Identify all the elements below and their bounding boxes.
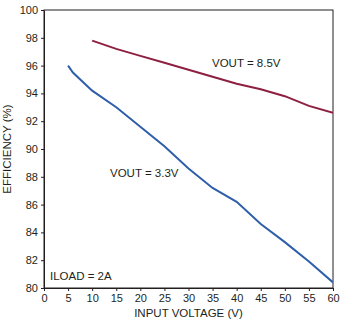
y-tick-label: 84 <box>26 226 38 238</box>
x-tick-mark <box>164 288 165 291</box>
x-tick-label: 45 <box>255 292 267 304</box>
y-tick: 86 <box>26 199 44 211</box>
annotation: ILOAD = 2A <box>50 270 112 282</box>
y-tick-mark <box>41 10 44 11</box>
x-tick: 20 <box>135 288 147 304</box>
x-tick-label: 10 <box>87 292 99 304</box>
x-tick-mark <box>213 288 214 291</box>
x-axis-title: INPUT VOLTAGE (V) <box>134 307 243 319</box>
y-tick-mark <box>41 66 44 67</box>
x-tick-mark <box>261 288 262 291</box>
x-tick: 0 <box>41 288 47 304</box>
x-tick-mark <box>68 288 69 291</box>
y-tick-label: 96 <box>26 60 38 72</box>
x-tick: 10 <box>87 288 99 304</box>
x-axis: 0 5 10 15 20 25 30 35 40 45 50 55 60 <box>41 288 339 304</box>
x-tick-mark <box>237 288 238 291</box>
y-tick-label: 94 <box>26 87 38 99</box>
x-tick: 40 <box>231 288 243 304</box>
y-tick: 98 <box>26 32 44 44</box>
x-tick-label: 55 <box>303 292 315 304</box>
x-tick-label: 35 <box>207 292 219 304</box>
x-tick: 60 <box>327 288 339 304</box>
y-axis-title: EFFICIENCY (%) <box>1 104 13 193</box>
y-tick-label: 82 <box>26 254 38 266</box>
y-tick: 82 <box>26 254 44 266</box>
y-tick-mark <box>41 232 44 233</box>
x-tick: 35 <box>207 288 219 304</box>
y-tick-label: 86 <box>26 199 38 211</box>
y-axis-line <box>44 11 45 289</box>
x-tick-mark <box>116 288 117 291</box>
x-tick-mark <box>309 288 310 291</box>
y-tick-mark <box>41 149 44 150</box>
x-tick-label: 0 <box>41 292 47 304</box>
series-line <box>68 66 333 283</box>
series-label: VOUT = 8.5V <box>212 57 281 69</box>
y-tick-mark <box>41 205 44 206</box>
x-tick: 15 <box>111 288 123 304</box>
y-tick-label: 100 <box>20 4 38 16</box>
series-label: VOUT = 3.3V <box>110 167 179 179</box>
y-tick-mark <box>41 288 44 289</box>
chart: 0 5 10 15 20 25 30 35 40 45 50 55 60 80 82 84 86 88 90 92 94… <box>0 0 345 320</box>
y-tick: 88 <box>26 171 44 183</box>
y-tick: 92 <box>26 115 44 127</box>
y-tick: 96 <box>26 60 44 72</box>
plot-area <box>68 41 333 283</box>
y-tick-mark <box>41 260 44 261</box>
x-tick-label: 15 <box>111 292 123 304</box>
x-tick-mark <box>189 288 190 291</box>
y-tick: 80 <box>26 282 44 294</box>
y-tick-mark <box>41 121 44 122</box>
x-tick-label: 30 <box>183 292 195 304</box>
y-tick-label: 88 <box>26 171 38 183</box>
x-tick-label: 40 <box>231 292 243 304</box>
x-tick-label: 60 <box>327 292 339 304</box>
y-tick-mark <box>41 38 44 39</box>
x-tick-mark <box>285 288 286 291</box>
y-tick: 100 <box>20 4 44 16</box>
y-tick: 94 <box>26 87 44 99</box>
x-tick-mark <box>140 288 141 291</box>
y-tick-label: 98 <box>26 32 38 44</box>
x-tick-label: 20 <box>135 292 147 304</box>
x-tick: 25 <box>159 288 171 304</box>
y-tick-label: 92 <box>26 115 38 127</box>
x-tick-label: 5 <box>66 292 72 304</box>
y-tick-label: 80 <box>26 282 38 294</box>
series-line <box>92 41 333 113</box>
y-tick-label: 90 <box>26 143 38 155</box>
y-tick-mark <box>41 93 44 94</box>
x-tick: 30 <box>183 288 195 304</box>
x-tick: 45 <box>255 288 267 304</box>
x-tick: 55 <box>303 288 315 304</box>
y-axis: 80 82 84 86 88 90 92 94 96 98 100 <box>20 4 45 294</box>
y-tick-mark <box>41 177 44 178</box>
x-tick-mark <box>333 288 334 291</box>
x-tick: 5 <box>66 288 72 304</box>
x-tick-mark <box>92 288 93 291</box>
plot-frame <box>44 10 333 288</box>
x-tick-label: 25 <box>159 292 171 304</box>
x-tick-label: 50 <box>279 292 291 304</box>
y-tick: 90 <box>26 143 44 155</box>
y-tick: 84 <box>26 226 44 238</box>
x-tick: 50 <box>279 288 291 304</box>
